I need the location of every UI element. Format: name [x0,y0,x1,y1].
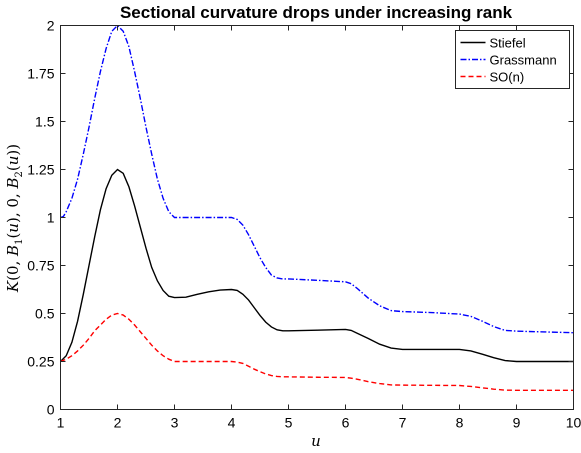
x-tick-label: 10 [566,415,581,431]
x-tick-label: 9 [513,415,521,431]
y-tick-label: 2 [47,18,55,34]
legend: Stiefel Grassmann SO(n) [455,30,570,89]
axis-layer: 1 2 3 4 5 6 7 8 9 10 0 0.25 0.5 0.75 1 1.25 1.5 1.75 2 [27,18,581,431]
x-tick-label: 5 [285,415,293,431]
y-tick-label: 0.75 [27,258,54,274]
y-tick-label: 1.75 [27,66,54,82]
y-tick-label: 0.5 [35,306,55,322]
y-tick-label: 0 [47,402,55,418]
series-line-1 [60,24,574,334]
y-tick-label: 1.25 [27,162,54,178]
plot-area [60,25,574,410]
series-layer [60,24,574,391]
y-axis-label: K(0, B1(u), 0, B2(u)) [4,144,25,293]
x-tick-label: 8 [456,415,464,431]
legend-entry-1: Grassmann [490,53,557,68]
x-tick-label: 4 [228,415,236,431]
legend-entry-2: SO(n) [490,70,525,85]
x-tick-label: 7 [399,415,407,431]
y-tick-label: 1.5 [35,114,55,130]
y-tick-label: 0.25 [27,354,54,370]
x-tick-label: 1 [57,415,65,431]
series-line-2 [60,312,574,391]
y-tick-label: 1 [47,210,55,226]
chart-title: Sectional curvature drops under increasi… [120,3,513,22]
x-tick-label: 2 [114,415,122,431]
x-tick-label: 6 [342,415,350,431]
series-line-0 [60,168,574,363]
x-axis-label: u [311,432,321,450]
x-tick-label: 3 [171,415,179,431]
legend-entry-0: Stiefel [490,36,526,51]
